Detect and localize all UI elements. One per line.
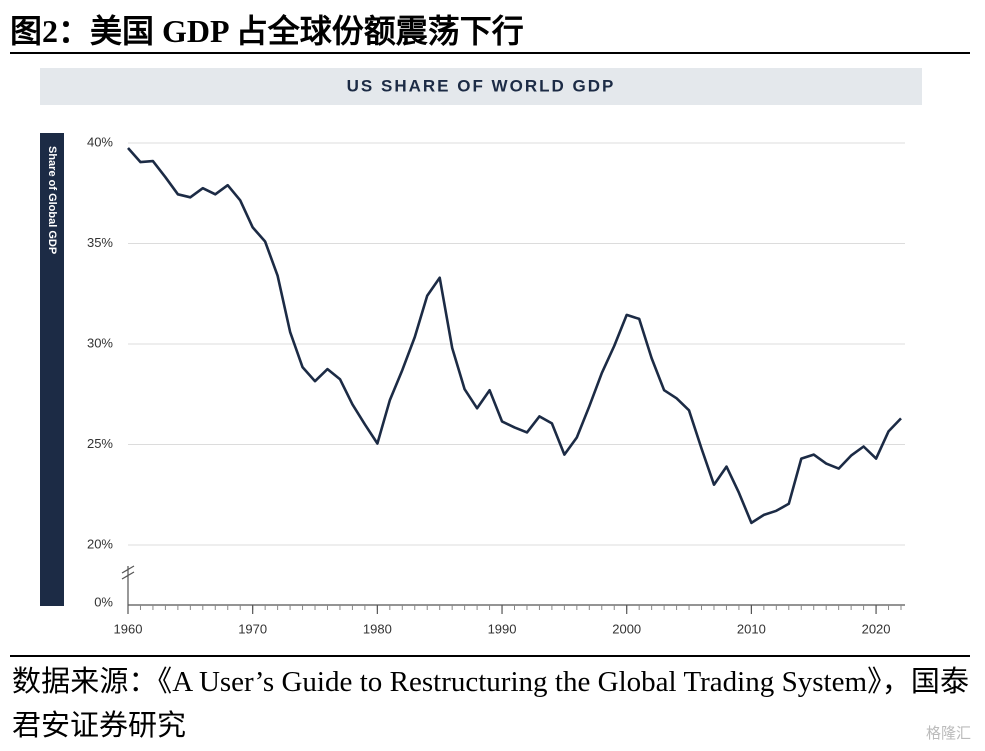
y-tick-label: 40% (87, 134, 113, 149)
watermark: 格隆汇 (925, 724, 971, 742)
y-tick-label: 25% (87, 436, 113, 451)
x-tick-label: 2020 (862, 621, 891, 636)
chart: US SHARE OF WORLD GDP Share of Global GD… (40, 68, 922, 636)
rule (10, 655, 970, 657)
x-tick-label: 2000 (612, 621, 641, 636)
y-tick-label: 0% (94, 594, 113, 609)
y-axis-label: Share of Global GDP (46, 146, 58, 254)
chart-title: US SHARE OF WORLD GDP (347, 76, 616, 95)
y-tick-label: 20% (87, 536, 113, 551)
x-tick-label: 1960 (114, 621, 143, 636)
x-tick-label: 1970 (238, 621, 267, 636)
title-band (40, 68, 922, 105)
data-line (127, 147, 902, 525)
source-note: 数据来源：《A User’s Guide to Restructuring th… (12, 666, 969, 742)
y-tick-label: 35% (87, 235, 113, 250)
x-tick-label: 1990 (488, 621, 517, 636)
x-tick-label: 2010 (737, 621, 766, 636)
x-tick-label: 1980 (363, 621, 392, 636)
y-tick-label: 30% (87, 335, 113, 350)
y-label-band (40, 133, 64, 606)
rule (10, 52, 970, 54)
heading: 图2：美国 GDP 占全球份额震荡下行 (10, 13, 524, 49)
